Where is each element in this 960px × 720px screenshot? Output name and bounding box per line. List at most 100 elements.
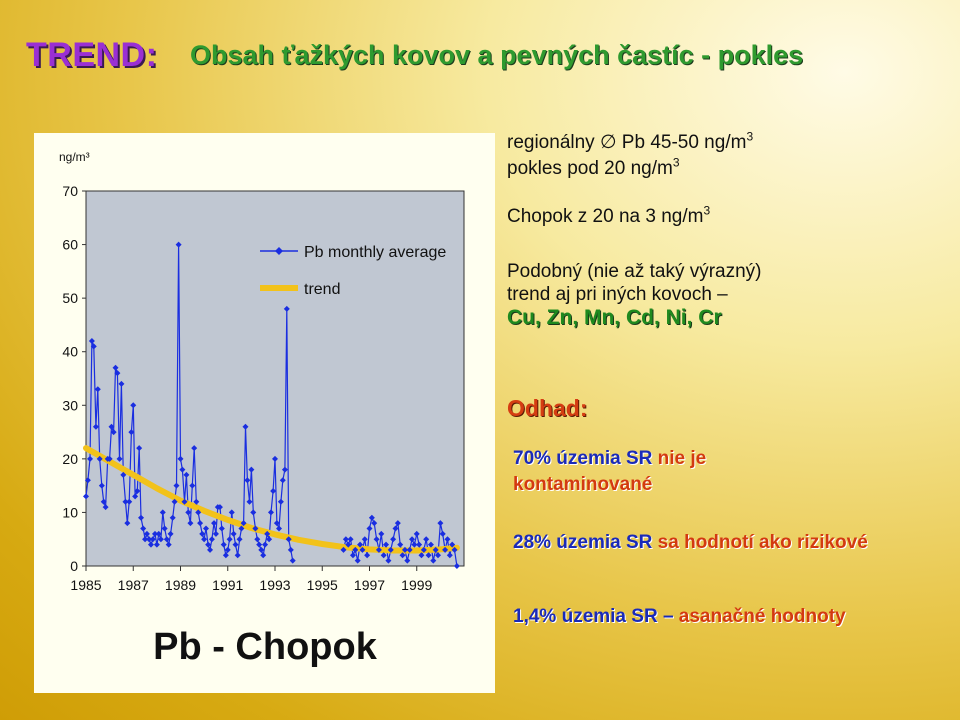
pb-data-point	[189, 482, 196, 489]
pb-data-point	[281, 466, 288, 473]
pb-data-point	[151, 530, 158, 537]
pb-data-point	[262, 541, 269, 548]
pb-data-point	[373, 536, 380, 543]
pb-data-point	[392, 525, 399, 532]
y-tick-label: 10	[62, 504, 78, 520]
pb-data-point	[453, 563, 460, 569]
pb-data-point	[87, 455, 94, 462]
pb-data-point	[199, 530, 206, 537]
pb-data-point	[118, 380, 125, 387]
slide-title: Obsah ťažkých kovov a pevných častíc - p…	[190, 40, 804, 70]
pb-data-point	[161, 525, 168, 532]
y-tick-label: 30	[62, 397, 78, 413]
y-tick-label: 60	[62, 237, 78, 253]
pb-data-point	[420, 546, 427, 553]
chart-title: Pb - Chopok	[153, 626, 378, 668]
pb-data-point	[134, 488, 141, 494]
pb-data-point	[425, 552, 432, 559]
pb-data-point	[432, 546, 439, 553]
pb-data-point	[411, 541, 418, 548]
estimate-70: 70% územia SR nie je kontaminované	[513, 446, 813, 498]
pb-data-point	[418, 552, 425, 559]
pb-data-point	[177, 455, 184, 462]
pb-data-point	[98, 482, 105, 489]
pb-data-point	[349, 552, 356, 559]
estimate-1-4-status: asanačné hodnoty	[678, 606, 846, 627]
pb-data-point	[181, 498, 188, 505]
pb-data-point	[357, 541, 364, 548]
pb-data-point	[130, 402, 137, 409]
pb-data-point	[439, 530, 446, 537]
estimate-28: 28% územia SR sa hodnotí ako rizikové	[513, 530, 883, 556]
pb-data-point	[264, 530, 271, 537]
pb-data-point	[368, 514, 375, 521]
pb-data-point	[142, 536, 149, 543]
pb-data-point	[252, 525, 259, 532]
x-tick-label: 1991	[212, 577, 243, 593]
pb-data-point	[155, 530, 162, 537]
pb-data-point	[90, 343, 97, 350]
pb-data-point	[246, 498, 253, 505]
pb-data-point	[230, 530, 237, 537]
pb-data-point	[232, 541, 239, 548]
pb-data-point	[205, 541, 212, 548]
pb-data-point	[399, 552, 406, 559]
other-metals-text: trend aj pri iných kovoch –	[507, 284, 728, 305]
pb-data-point	[256, 541, 263, 548]
pb-data-point	[173, 482, 180, 489]
pb-data-point	[88, 338, 95, 344]
similar-trend-block: Podobný (nie až taký výrazný) trend aj p…	[507, 260, 762, 329]
pb-data-point	[238, 525, 245, 532]
estimate-28-share: 28% územia SR	[513, 532, 658, 553]
unit-superscript: 3	[672, 155, 680, 170]
pb-data-point	[270, 488, 277, 494]
pb-data-point	[404, 557, 411, 564]
pb-data-point	[140, 525, 147, 532]
pb-data-point	[187, 520, 194, 527]
pb-data-point	[276, 525, 283, 532]
pb-data-point	[110, 429, 117, 436]
pb-data-point	[273, 520, 280, 527]
trend-label: TREND:	[26, 36, 158, 74]
legend-label-pb: Pb monthly average	[304, 244, 446, 261]
plot-frame	[85, 190, 465, 567]
pb-data-point	[409, 536, 416, 543]
pb-data-point	[387, 546, 394, 553]
pb-data-point	[94, 386, 101, 393]
pb-data-point	[171, 498, 178, 505]
pb-data-point	[451, 546, 458, 553]
pb-data-point	[446, 552, 453, 559]
pb-data-point	[193, 498, 200, 505]
chopok-line: Chopok z 20 na 3 ng/m3	[507, 205, 710, 228]
pb-data-point	[226, 536, 233, 543]
estimate-70-status: nie je kontaminované	[513, 448, 707, 495]
pb-data-point	[375, 546, 382, 553]
pb-data-point	[112, 364, 119, 371]
pb-data-point	[283, 305, 290, 312]
pb-data-point	[390, 536, 397, 543]
x-tick-label: 1997	[354, 577, 385, 593]
pb-data-point	[383, 541, 390, 548]
pb-data-point	[197, 520, 204, 527]
pb-data-point	[366, 525, 373, 532]
legend-label-trend: trend	[304, 281, 340, 298]
legend: Pb monthly average trend	[260, 244, 446, 298]
x-tick-label: 1989	[165, 577, 196, 593]
pb-data-point	[183, 471, 190, 478]
pb-data-point	[359, 546, 366, 553]
pb-data-point	[114, 370, 121, 377]
pb-data-point	[371, 520, 378, 527]
pb-data-point	[147, 541, 154, 548]
pb-data-point	[120, 471, 127, 478]
diameter-icon: ∅	[599, 132, 617, 153]
pb-monthly-line-0	[85, 244, 294, 561]
y-tick-label: 0	[70, 558, 78, 574]
chopok-text: Chopok z 20 na 3 ng/m	[507, 206, 704, 227]
y-axis-label: ng/m³	[59, 150, 90, 164]
pb-data-point	[212, 530, 219, 537]
pb-data-point	[345, 541, 352, 548]
estimate-70-share: 70% územia SR	[513, 448, 658, 469]
pb-data-point	[163, 536, 170, 543]
pb-data-point	[266, 536, 273, 543]
pb-data-point	[250, 509, 257, 516]
